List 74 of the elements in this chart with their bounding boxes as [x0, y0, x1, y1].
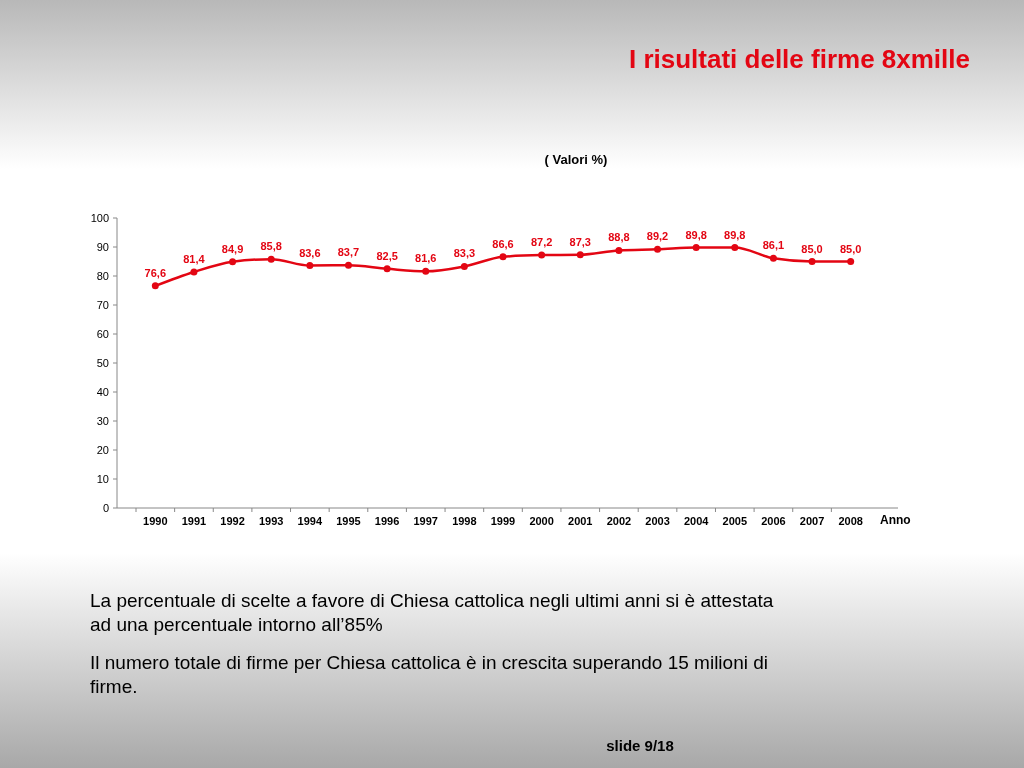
x-tick-label: 2002: [606, 515, 632, 527]
x-tick-label: 1994: [297, 515, 323, 527]
point: [306, 262, 314, 270]
data-label: 81,4: [183, 252, 206, 265]
x-tick-label: 1990: [143, 515, 168, 527]
x-tick-label: 2005: [722, 515, 748, 527]
text: slide 9/18: [606, 737, 674, 754]
chart-title: I risultati delle firme 8xmille: [628, 44, 970, 74]
data-label: 84,9: [221, 242, 244, 255]
data-label: 85,0: [839, 242, 862, 255]
y-tick-label: 10: [96, 473, 109, 485]
x-tick-label: 2003: [645, 515, 670, 527]
point: [576, 251, 584, 259]
x-tick-label: 1995: [336, 515, 361, 527]
y-tick-label: 20: [96, 444, 109, 456]
point: [344, 261, 352, 269]
data-label: 83,6: [299, 246, 321, 259]
y-tick-label: 40: [96, 386, 109, 398]
x-tick-label: 2004: [683, 515, 710, 527]
x-tick-label: 1997: [413, 515, 438, 527]
data-label: 87,2: [530, 236, 553, 249]
data-label: 83,3: [453, 247, 476, 260]
point: [499, 253, 507, 261]
x-tick-label: 2008: [838, 515, 863, 527]
data-label: 89,8: [724, 228, 746, 241]
x-tick-label: 2007: [799, 515, 825, 527]
data-label: 81,6: [415, 252, 437, 265]
data-label: 76,6: [144, 266, 167, 279]
point: [538, 251, 546, 259]
data-label: 85,8: [260, 240, 282, 253]
data-label: 89,2: [646, 230, 669, 243]
data-label: 85,0: [801, 242, 823, 255]
point: [654, 245, 662, 253]
point: [267, 255, 275, 263]
data-label: 87,3: [569, 235, 591, 248]
data-label: 82,5: [376, 249, 398, 262]
y-tick-label: 70: [96, 299, 109, 311]
point: [190, 268, 198, 276]
x-tick-label: 1991: [181, 515, 207, 527]
text: Il numero totale di firme per Chiesa cattolica è in crescita superando 15 milioni di firme.: [90, 652, 768, 697]
point: [229, 258, 237, 266]
x-tick-label: 2006: [761, 515, 786, 527]
text: La percentuale di scelte a favore di Chiesa cattolica negli ultimi anni si è attestata ad una percentuale intorno all’85%: [90, 590, 774, 635]
x-tick-label: 1999: [490, 515, 516, 527]
x-tick-label: 2001: [568, 515, 593, 527]
y-tick-label: 0: [102, 502, 109, 514]
y-tick-label: 80: [96, 270, 109, 282]
point: [615, 246, 623, 254]
data-label: 89,8: [685, 228, 707, 241]
x-tick-label: 1998: [452, 515, 477, 527]
x-tick-label: 1993: [258, 515, 284, 527]
point: [692, 244, 700, 252]
data-label: 86,1: [762, 239, 785, 252]
data-label: 83,7: [337, 246, 360, 259]
y-tick-label: 90: [96, 241, 109, 253]
y-tick-label: 30: [96, 415, 109, 427]
y-tick-label: 100: [90, 212, 109, 224]
point: [769, 254, 777, 262]
point: [151, 282, 159, 290]
y-tick-label: 50: [96, 357, 109, 369]
x-tick-label: 1992: [220, 515, 245, 527]
point: [383, 265, 391, 273]
data-label: 88,8: [608, 231, 630, 244]
point: [731, 244, 739, 252]
point: [808, 258, 816, 265]
point: [460, 262, 468, 270]
chart-subtitle: ( Valori %): [544, 152, 608, 167]
x-tick-label: 1996: [374, 515, 400, 527]
x-axis-title: Anno: [880, 513, 911, 527]
data-label: 86,6: [492, 237, 514, 250]
x-tick-label: 2000: [529, 515, 554, 527]
point: [847, 258, 855, 265]
y-tick-label: 60: [96, 328, 109, 340]
point: [422, 267, 430, 275]
